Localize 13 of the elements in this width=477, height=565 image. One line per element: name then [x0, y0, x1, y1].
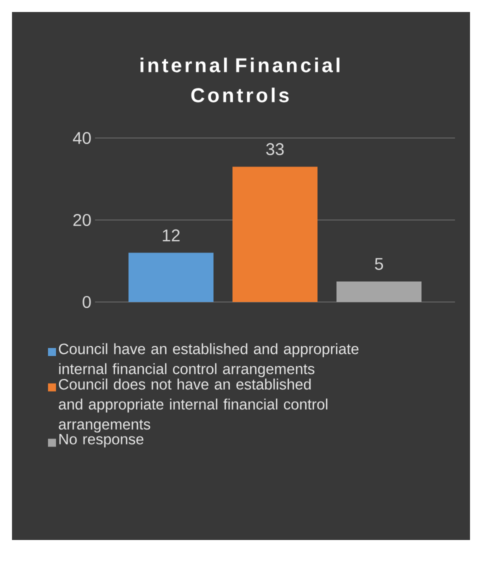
- bar: [232, 166, 318, 302]
- y-tick-label: 20: [73, 214, 91, 226]
- chart-title: internal Financial Controls: [140, 58, 340, 102]
- legend-label: No response: [59, 434, 144, 448]
- legend-label: Council does not have an established and appropriate internal financial control arrangements: [58, 378, 328, 433]
- y-tick-label: 40: [72, 132, 91, 144]
- data-label: 12: [162, 229, 180, 242]
- data-label: 33: [266, 143, 284, 156]
- legend-label: Council have an established and appropriate internal financial control arrangements: [58, 343, 358, 378]
- y-tick-label: 0: [82, 296, 91, 308]
- data-label: 5: [374, 258, 384, 270]
- bar: [336, 281, 422, 302]
- bar: [128, 252, 214, 302]
